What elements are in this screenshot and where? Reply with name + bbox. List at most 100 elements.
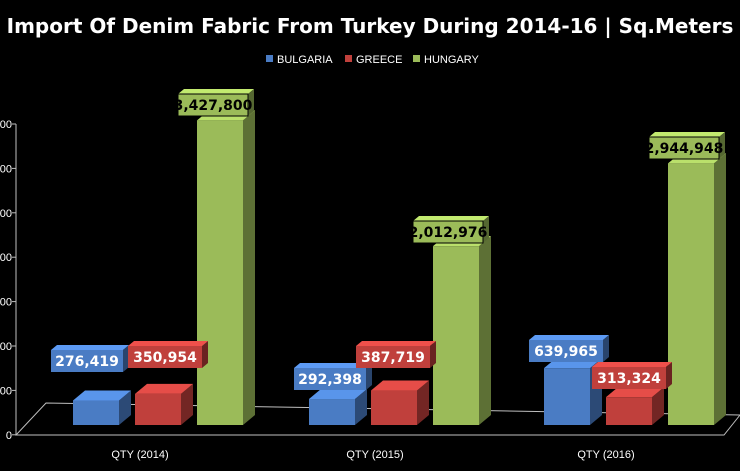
data-label: 387,719 [356, 341, 436, 368]
label-box [648, 136, 720, 160]
bar [433, 236, 491, 425]
label-box-side [366, 363, 372, 390]
bar-front [668, 163, 714, 426]
bar [371, 380, 429, 425]
y-tick-label: 0 [6, 430, 12, 442]
data-label-text: 350,954 [133, 350, 197, 366]
y-tick-label: 000 [0, 252, 12, 264]
category-label: QTY (2015) [346, 449, 403, 461]
bar-top [135, 383, 193, 394]
label-box-side [666, 362, 672, 389]
label-box-side [719, 132, 725, 159]
data-label: 639,965 [529, 335, 609, 362]
chart-title: Import Of Denim Fabric From Turkey Durin… [7, 14, 734, 38]
bar-side [417, 380, 429, 425]
label-box [177, 93, 249, 117]
data-label: 313,324 [592, 362, 672, 389]
chart-axes [14, 124, 740, 436]
label-box-top [294, 363, 372, 368]
bar-front [73, 400, 119, 425]
bar-side [355, 389, 367, 425]
bar-side [243, 110, 255, 425]
label-box-top [413, 216, 489, 221]
data-label: 3,427,800 [174, 89, 254, 117]
bar-side [479, 236, 491, 425]
bar-front [135, 393, 181, 425]
bar-front [606, 397, 652, 425]
bar-top [73, 390, 131, 401]
y-tick-label: 000 [0, 119, 12, 131]
bar [135, 383, 193, 425]
y-tick-label: 000 [0, 208, 12, 220]
legend: BULGARIA GREECE HUNGARY [266, 54, 479, 66]
data-label-text: 2,944,948 [645, 141, 724, 157]
bar-side [714, 153, 726, 426]
y-tick-label: 000 [0, 385, 12, 397]
legend-swatch [345, 55, 352, 62]
label-box [51, 350, 123, 372]
label-box-top [529, 335, 609, 340]
label-box-top [128, 341, 208, 346]
bar [606, 387, 664, 425]
bars [73, 110, 726, 426]
y-tick-label: 000 [0, 297, 12, 309]
y-tick-label: 000 [0, 341, 12, 353]
label-box-side [603, 335, 609, 362]
x-axis-categories: QTY (2014) QTY (2015) QTY (2016) [111, 449, 634, 461]
label-box-top [178, 89, 254, 94]
label-box-top [592, 362, 672, 367]
bar [73, 390, 131, 425]
data-label-text: 313,324 [597, 371, 661, 387]
data-label-text: 2,012,976 [409, 225, 488, 241]
bar-front [197, 120, 243, 425]
bar-front [433, 246, 479, 425]
label-box [412, 220, 484, 244]
data-label-text: 639,965 [534, 344, 598, 360]
legend-label: GREECE [356, 54, 402, 66]
data-label: 292,398 [294, 363, 372, 390]
legend-label: BULGARIA [277, 54, 333, 66]
data-label: 2,944,948 [645, 132, 725, 160]
data-label-text: 387,719 [361, 350, 425, 366]
bar-front [309, 399, 355, 425]
label-box-top [649, 132, 725, 137]
bar [197, 110, 255, 425]
data-label-text: 3,427,800 [174, 98, 253, 114]
bar-side [119, 390, 131, 425]
bar-top [606, 387, 664, 398]
category-label: QTY (2014) [111, 449, 168, 461]
floor [14, 402, 740, 436]
y-axis-ticks: 0000000000000000000000 [0, 119, 16, 442]
data-label: 276,419 [51, 345, 129, 372]
label-box [128, 346, 202, 368]
label-box-side [430, 341, 436, 368]
bar-top [309, 389, 367, 400]
legend-label: HUNGARY [424, 54, 479, 66]
label-box-side [248, 89, 254, 116]
bar-front [544, 368, 590, 425]
bar-side [652, 387, 664, 425]
label-box-side [202, 341, 208, 368]
legend-swatch [413, 55, 420, 62]
bar-front [371, 390, 417, 425]
label-box [592, 367, 666, 389]
data-label: 350,954 [128, 341, 208, 368]
label-box-side [123, 345, 129, 372]
bar [668, 153, 726, 426]
data-label-text: 292,398 [298, 372, 362, 388]
data-label: 2,012,976 [409, 216, 489, 244]
category-label: QTY (2016) [577, 449, 634, 461]
data-labels: 276,419 350,954 3,427,800 292,398 387,719 2,0… [51, 89, 725, 390]
label-box [356, 346, 430, 368]
label-box-side [483, 216, 489, 243]
y-tick-label: 000 [0, 163, 12, 175]
bar [309, 389, 367, 425]
legend-swatch [266, 55, 273, 62]
bar-top [371, 380, 429, 391]
data-label-text: 276,419 [55, 354, 119, 370]
label-box [529, 340, 603, 362]
label-box-top [356, 341, 436, 346]
label-box [294, 368, 366, 390]
label-box-top [51, 345, 129, 350]
